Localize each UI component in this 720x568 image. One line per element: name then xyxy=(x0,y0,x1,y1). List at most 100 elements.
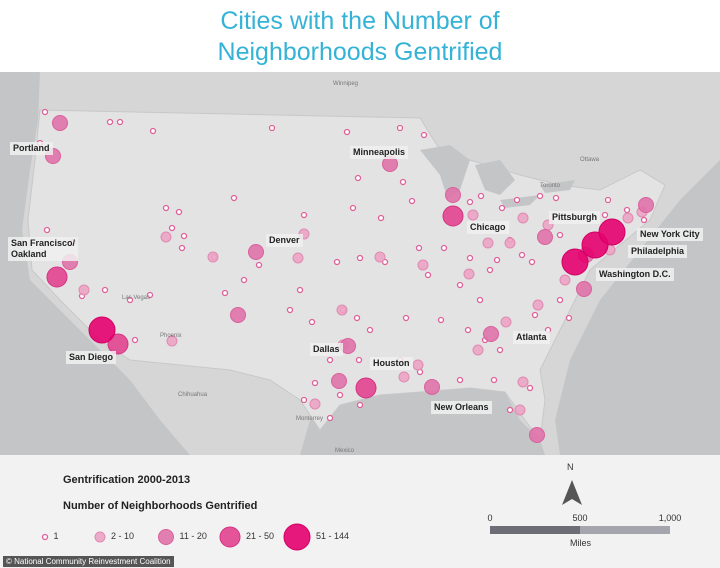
city-marker xyxy=(601,211,609,219)
city-marker xyxy=(336,304,348,316)
city-marker xyxy=(623,206,631,214)
city-marker xyxy=(101,286,109,294)
city-marker xyxy=(221,289,229,297)
city-marker xyxy=(248,244,264,260)
city-label: San Francisco/ Oakland xyxy=(8,237,79,261)
city-marker xyxy=(640,216,648,224)
city-label: Washington D.C. xyxy=(596,268,674,281)
legend-subtitle: Number of Neighborhoods Gentrified xyxy=(63,500,258,512)
title-line: Cities with the Number of xyxy=(220,7,500,35)
city-marker xyxy=(326,356,334,364)
city-marker xyxy=(437,316,445,324)
city-marker xyxy=(442,205,464,227)
city-marker xyxy=(518,251,526,259)
scale-tick-label: 500 xyxy=(572,513,588,523)
city-marker xyxy=(402,314,410,322)
city-marker xyxy=(353,314,361,322)
city-marker xyxy=(559,274,571,286)
legend-label: 21 - 50 xyxy=(246,531,275,541)
city-marker xyxy=(445,187,461,203)
city-marker xyxy=(498,204,506,212)
city-marker xyxy=(356,254,364,262)
city-marker xyxy=(552,194,560,202)
city-marker xyxy=(412,359,424,371)
legend-label: 1 xyxy=(53,531,59,541)
city-marker xyxy=(493,256,501,264)
place-label: Las Vegas xyxy=(122,295,151,301)
city-marker xyxy=(528,258,536,266)
city-marker xyxy=(483,326,499,342)
place-label: Monterrey xyxy=(296,416,324,422)
city-marker xyxy=(240,276,248,284)
city-marker xyxy=(532,299,544,311)
city-marker xyxy=(336,391,344,399)
city-marker xyxy=(149,127,157,135)
legend-label: 2 - 10 xyxy=(111,531,135,541)
city-marker xyxy=(576,281,592,297)
city-label: New Orleans xyxy=(431,401,492,414)
place-label: Toronto xyxy=(540,183,561,189)
city-marker xyxy=(513,196,521,204)
city-marker xyxy=(131,336,139,344)
city-marker xyxy=(331,373,347,389)
place-label: Winnipeg xyxy=(333,81,359,87)
city-marker xyxy=(162,204,170,212)
place-label: Ottawa xyxy=(580,157,600,163)
city-marker xyxy=(467,209,479,221)
city-marker xyxy=(52,115,68,131)
city-marker xyxy=(565,314,573,322)
city-marker xyxy=(398,371,410,383)
city-marker xyxy=(300,396,308,404)
city-marker xyxy=(504,237,516,249)
city-marker xyxy=(354,174,362,182)
city-marker xyxy=(464,326,472,334)
city-marker xyxy=(41,108,49,116)
city-label: Philadelphia xyxy=(628,245,688,258)
city-label: Houston xyxy=(370,357,413,370)
north-label: N xyxy=(567,462,574,472)
city-marker xyxy=(106,118,114,126)
scale-tick-label: 1,000 xyxy=(658,513,682,523)
city-marker xyxy=(417,259,429,271)
city-marker xyxy=(604,196,612,204)
city-marker xyxy=(424,379,440,395)
pacific-ocean xyxy=(0,72,190,455)
city-marker xyxy=(300,211,308,219)
city-marker xyxy=(160,231,172,243)
city-marker xyxy=(424,271,432,279)
city-marker xyxy=(107,333,129,355)
place-label: Chihuahua xyxy=(178,392,208,398)
city-marker xyxy=(456,376,464,384)
city-label: Denver xyxy=(266,234,303,247)
city-marker xyxy=(377,214,385,222)
city-label: Atlanta xyxy=(513,331,550,344)
city-marker xyxy=(556,296,564,304)
legend-label: 11 - 20 xyxy=(179,531,207,541)
city-marker xyxy=(482,237,494,249)
city-marker xyxy=(180,232,188,240)
city-marker xyxy=(440,244,448,252)
city-marker xyxy=(477,192,485,200)
city-marker xyxy=(399,178,407,186)
city-marker xyxy=(286,306,294,314)
city-label: Chicago xyxy=(467,221,509,234)
city-marker xyxy=(146,291,154,299)
city-marker xyxy=(116,118,124,126)
city-marker xyxy=(456,281,464,289)
city-marker xyxy=(230,307,246,323)
city-marker xyxy=(374,251,386,263)
scale-bar xyxy=(580,526,670,534)
city-marker xyxy=(396,124,404,132)
city-marker xyxy=(529,427,545,443)
city-marker xyxy=(408,197,416,205)
city-marker xyxy=(531,311,539,319)
city-label: Portland xyxy=(10,142,53,155)
city-marker xyxy=(178,244,186,252)
legend-swatch xyxy=(219,526,241,548)
city-marker xyxy=(230,194,238,202)
city-marker xyxy=(308,318,316,326)
city-label: San Diego xyxy=(66,351,117,364)
legend-background xyxy=(0,455,720,568)
city-marker xyxy=(526,384,534,392)
legend-swatch xyxy=(158,529,174,545)
